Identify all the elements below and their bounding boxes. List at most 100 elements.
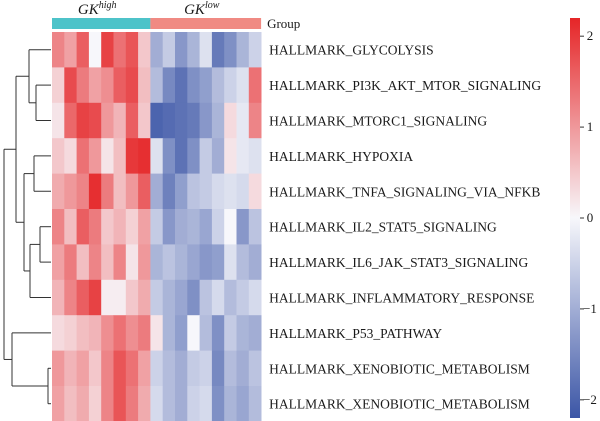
heatmap-cell (88, 386, 102, 421)
heatmap-cell (88, 315, 102, 351)
heatmap-cell (113, 315, 127, 351)
heatmap-cell (162, 32, 176, 68)
heatmap-cell (248, 173, 262, 210)
heatmap-cell (187, 315, 200, 351)
heatmap-cell (76, 386, 90, 421)
heatmap-cell (76, 350, 90, 387)
heatmap-cell (125, 279, 139, 316)
heatmap-cell (162, 209, 176, 245)
heatmap-cell (199, 67, 213, 104)
heatmap-cell (162, 173, 176, 210)
heatmap-cell (113, 102, 127, 139)
heatmap-cell (64, 138, 77, 174)
heatmap-cell (76, 138, 90, 174)
heatmap-cell (52, 315, 65, 351)
color-scale-legend: 2 1 0 −1 −2 (570, 18, 597, 418)
heatmap-cell (236, 67, 250, 104)
heatmap-cell (199, 315, 213, 351)
heatmap-cell (236, 350, 250, 387)
heatmap-cell (101, 315, 114, 351)
row-label: HALLMARK_PI3K_AKT_MTOR_SIGNALING (269, 78, 541, 93)
heatmap-cell (175, 67, 188, 104)
heatmap-cell (248, 279, 262, 316)
row-label: HALLMARK_TNFA_SIGNALING_VIA_NFKB (269, 184, 540, 199)
heatmap-cell (138, 209, 151, 245)
heatmap-cell (162, 386, 176, 421)
heatmap-cell (248, 209, 262, 245)
row-dendrogram (3, 49, 51, 405)
heatmap-cell (88, 102, 102, 139)
heatmap-cell (211, 102, 225, 139)
heatmap-cell (76, 279, 90, 316)
heatmap-cell (199, 138, 213, 174)
legend-tick-label: −2 (583, 392, 597, 407)
legend-tick-label: −1 (583, 301, 597, 316)
heatmap-cell (138, 350, 151, 387)
heatmap-cell (64, 386, 77, 421)
heatmap-cell (211, 386, 225, 421)
heatmap-cell (236, 315, 250, 351)
heatmap-cell (125, 32, 139, 68)
heatmap-cell (101, 209, 114, 245)
heatmap-cell (224, 315, 237, 351)
heatmap-cell (236, 102, 250, 139)
group-header-1: GKlow (184, 0, 220, 18)
heatmap-cell (125, 102, 139, 139)
heatmap-cell (199, 350, 213, 387)
heatmap-cell (150, 279, 164, 316)
heatmap-cell (175, 350, 188, 387)
heatmap-cell (64, 315, 77, 351)
heatmap-cell (88, 209, 102, 245)
heatmap-cell (248, 32, 262, 68)
heatmap-cell (224, 173, 237, 210)
heatmap-cell (76, 32, 90, 68)
row-labels: HALLMARK_GLYCOLYSIS HALLMARK_PI3K_AKT_MTO… (269, 43, 541, 412)
heatmap-cell (187, 350, 200, 387)
heatmap-cell (236, 386, 250, 421)
heatmap-cell (88, 67, 102, 104)
heatmap-cell (187, 32, 200, 68)
heatmap-cell (64, 209, 77, 245)
heatmap-cell (187, 209, 200, 245)
group-bar-1 (150, 18, 262, 29)
heatmap-cell (76, 209, 90, 245)
heatmap-cell (248, 67, 262, 104)
heatmap-cell (162, 102, 176, 139)
heatmap-cell (113, 173, 127, 210)
heatmap-cell (125, 67, 139, 104)
heatmap-cell (187, 138, 200, 174)
heatmap-cell (224, 102, 237, 139)
heatmap-cell (224, 67, 237, 104)
heatmap-cell (187, 67, 200, 104)
heatmap-cell (211, 315, 225, 351)
heatmap-cell (101, 386, 114, 421)
heatmap-cell (113, 67, 127, 104)
heatmap-cell (150, 67, 164, 104)
heatmap-cell (76, 315, 90, 351)
heatmap-cell (52, 32, 65, 68)
heatmap-cell (236, 138, 250, 174)
heatmap-cell (224, 386, 237, 421)
heatmap-cell (138, 315, 151, 351)
heatmap-cell (211, 350, 225, 387)
heatmap-cell (138, 244, 151, 281)
heatmap-cell (76, 102, 90, 139)
heatmap-cell (88, 173, 102, 210)
heatmap-cell (236, 209, 250, 245)
heatmap-cell (211, 67, 225, 104)
legend-tick-label: 1 (587, 119, 594, 134)
heatmap-cell (199, 209, 213, 245)
heatmap-cell (150, 386, 164, 421)
heatmap-cell (162, 350, 176, 387)
heatmap-cell (224, 209, 237, 245)
row-label: HALLMARK_MTORC1_SIGNALING (269, 114, 487, 129)
heatmap-cell (76, 67, 90, 104)
heatmap-cell (162, 279, 176, 316)
heatmap-cell (52, 102, 65, 139)
heatmap-cell (88, 244, 102, 281)
heatmap-cell (125, 209, 139, 245)
heatmap-cell (88, 32, 102, 68)
heatmap-cell (52, 279, 65, 316)
heatmap-cell (101, 350, 114, 387)
heatmap-cell (64, 244, 77, 281)
